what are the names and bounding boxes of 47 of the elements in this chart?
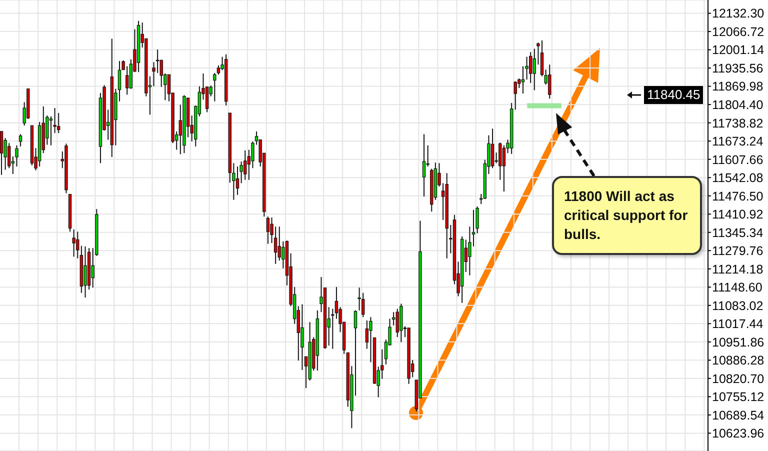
- candlestick: [422, 134, 426, 198]
- candlestick: [266, 216, 270, 244]
- candlestick: [72, 228, 76, 258]
- candlestick: [490, 128, 494, 169]
- annotation: 11840.45: [644, 86, 704, 104]
- annotation: 11800 Will act as critical support for bulls.: [564, 188, 688, 242]
- y-tick-label: 10689.54: [712, 408, 764, 422]
- candlestick: [216, 64, 220, 76]
- y-tick-label: 11804.40: [712, 98, 764, 112]
- y-tick-label: 11279.76: [712, 244, 764, 258]
- y-tick-label: 11214.18: [712, 262, 764, 276]
- y-tick-label: 10951.86: [712, 335, 764, 350]
- candlestick: [502, 144, 506, 192]
- y-tick-label: 11738.82: [712, 116, 764, 130]
- y-tick-label: 12001.14: [712, 43, 764, 58]
- candlestick: [156, 49, 160, 74]
- y-tick-label: 11017.44: [712, 317, 764, 332]
- candlestick: [213, 72, 216, 102]
- y-tick-label: 11083.02: [712, 298, 764, 313]
- y-tick-label: 10755.12: [712, 390, 764, 404]
- callout-box: 11800 Will act as critical support for bulls.: [552, 176, 702, 255]
- y-tick-label: 11345.34: [712, 226, 764, 240]
- candlestick: [548, 64, 552, 100]
- y-tick-label: 11607.66: [712, 152, 764, 167]
- y-tick-label: 11869.98: [712, 80, 764, 94]
- y-tick-label: 11673.24: [712, 134, 764, 149]
- candlestick: [528, 52, 532, 84]
- y-tick-label: 11476.50: [712, 189, 764, 204]
- candlestick: [514, 80, 517, 110]
- candlestick: [300, 304, 304, 370]
- candlestick: [236, 166, 240, 196]
- candlestick: [18, 134, 22, 147]
- candlestick: [84, 246, 87, 298]
- y-tick-label: 11935.56: [712, 61, 764, 76]
- y-tick-label: 11542.08: [712, 171, 764, 186]
- y-tick-label: 12066.72: [712, 24, 764, 39]
- y-tick-label: 12132.30: [712, 6, 764, 21]
- y-tick-label: 10886.28: [712, 354, 764, 368]
- candlestick: [244, 150, 247, 180]
- candlestick: [369, 316, 372, 363]
- y-tick-label: 10820.70: [712, 372, 764, 386]
- y-tick-label: 11410.92: [712, 208, 764, 222]
- candlestick: [49, 116, 53, 146]
- y-tick-label: 11148.60: [712, 280, 762, 295]
- candlestick: [205, 86, 209, 113]
- candlestick: [0, 130, 4, 176]
- y-tick-label: 10623.96: [712, 426, 764, 441]
